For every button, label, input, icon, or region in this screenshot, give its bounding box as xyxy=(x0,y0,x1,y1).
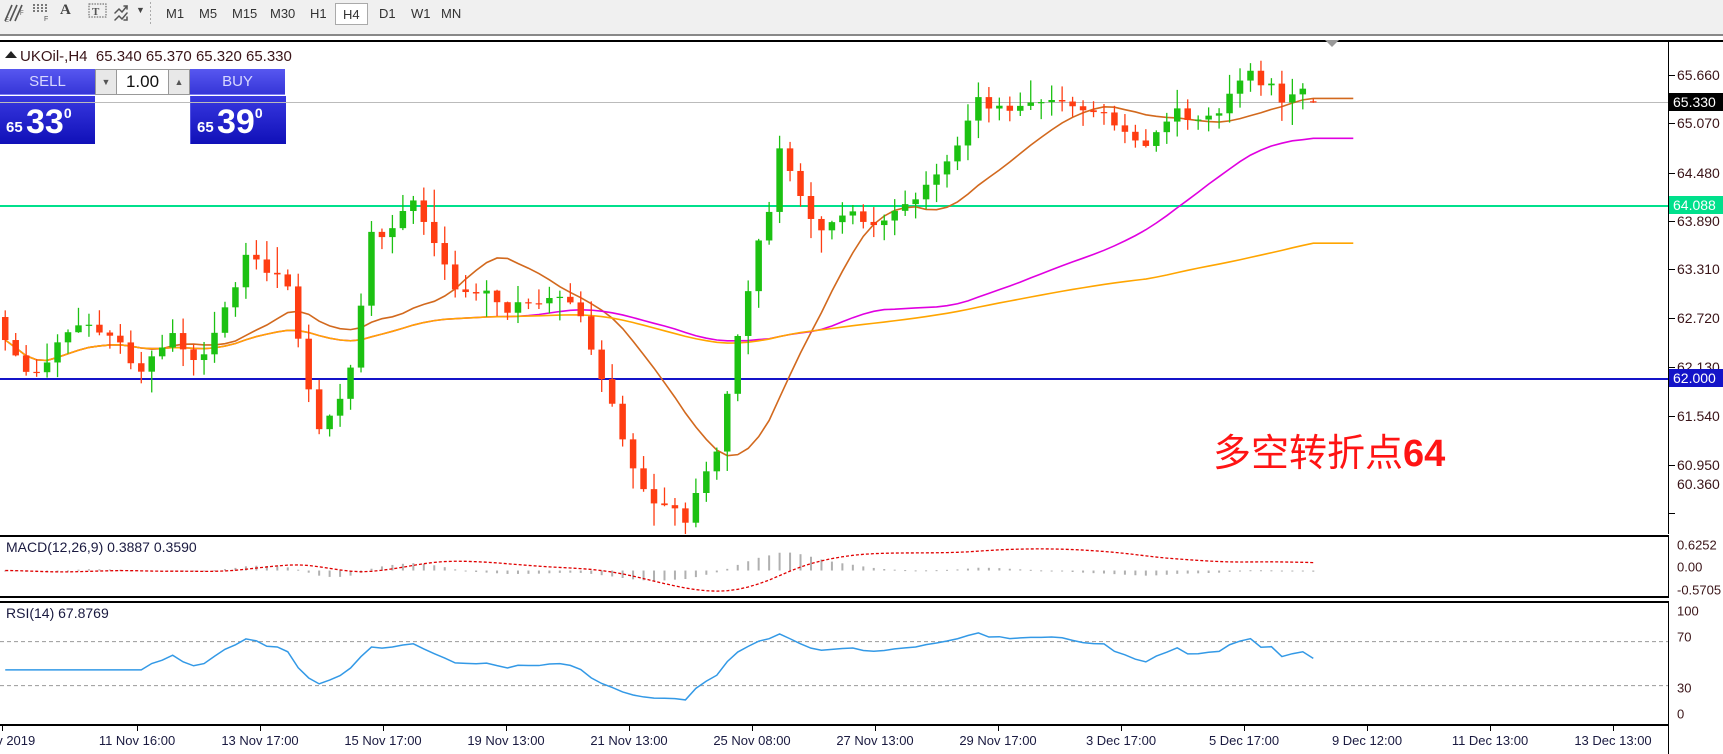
svg-text:F: F xyxy=(20,11,24,17)
svg-text:T: T xyxy=(92,6,100,18)
svg-text:F: F xyxy=(44,16,48,23)
svg-text:E: E xyxy=(5,18,9,23)
